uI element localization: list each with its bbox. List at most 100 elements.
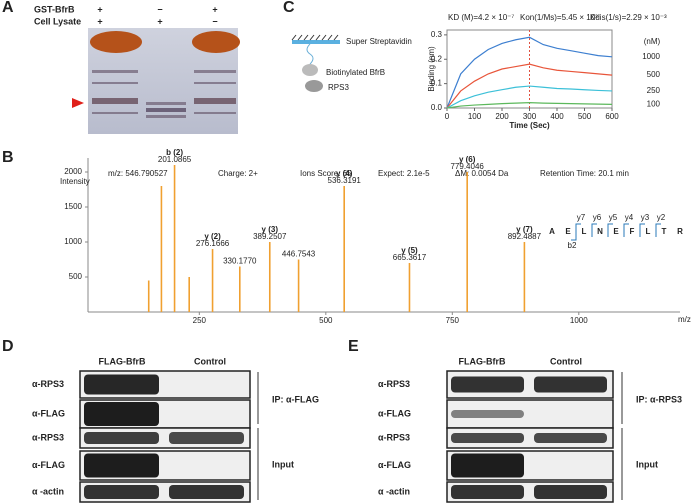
protein — [302, 64, 318, 76]
panel-letter: D — [2, 338, 14, 355]
curve — [446, 36, 613, 109]
arrowhead — [72, 98, 84, 108]
ion-label: y (7) — [516, 225, 533, 234]
fragment-bracket — [571, 227, 577, 241]
blot-band — [84, 432, 159, 444]
group-label: Input — [272, 459, 294, 469]
y-tick-label: 0.2 — [431, 54, 443, 63]
fragment-label: y5 — [609, 213, 618, 222]
blot-band — [84, 374, 159, 395]
panel-letter: A — [2, 0, 14, 16]
schematic-label: Biotinylated BfrB — [326, 68, 385, 77]
mass-label: 892.4887 — [508, 232, 542, 241]
row-label: α -actin — [32, 486, 64, 496]
annotation: KD (M)=4.2 × 10⁻⁷ — [448, 13, 514, 22]
y-tick-label: 1500 — [64, 202, 82, 211]
ion-label: b (2) — [166, 148, 183, 157]
panel-letter: C — [283, 0, 295, 16]
header-item: Charge: 2+ — [218, 169, 258, 178]
blot-band — [451, 433, 524, 443]
annotation: Kon(1/Ms)=5.45 × 10³ — [520, 13, 598, 22]
row-label: GST-BfrB — [34, 4, 75, 14]
x-tick-label: 0 — [445, 112, 450, 121]
row-label: α-FLAG — [378, 460, 411, 470]
blot-band — [451, 410, 524, 418]
annotation: Kdis(1/s)=2.29 × 10⁻³ — [590, 13, 667, 22]
x-axis-label: Time (Sec) — [509, 121, 550, 130]
x-tick-label: 250 — [193, 316, 207, 325]
curve — [446, 63, 613, 109]
fragment-label: y4 — [625, 213, 634, 222]
mass-label: 330.1770 — [223, 257, 257, 266]
schematic-label: RPS3 — [328, 83, 349, 92]
blot-band — [451, 376, 524, 393]
panel-letter: E — [348, 338, 359, 355]
residue: E — [565, 227, 571, 236]
column-header: FLAG-BfrB — [459, 356, 506, 366]
legend-label: 100 — [647, 99, 661, 108]
y-tick-label: 1000 — [64, 237, 82, 246]
panel-letter: B — [2, 149, 14, 166]
row-label: α-RPS3 — [32, 379, 64, 389]
row-label: α-FLAG — [378, 408, 411, 418]
column-header: Control — [550, 356, 582, 366]
residue: T — [662, 227, 667, 236]
fragment-label: b2 — [568, 241, 577, 250]
x-tick-label: 500 — [578, 112, 592, 121]
blot-band — [84, 402, 159, 426]
fragment-bracket — [575, 223, 581, 237]
sign: − — [157, 4, 162, 14]
ion-label: y (6) — [459, 155, 476, 164]
legend-title: (nM) — [644, 37, 661, 46]
row-label: α-FLAG — [32, 460, 65, 470]
y-tick-label: 500 — [69, 272, 83, 281]
x-axis-label: m/z — [678, 315, 691, 324]
legend-label: 500 — [647, 70, 661, 79]
x-tick-label: 100 — [468, 112, 482, 121]
blot-band — [169, 432, 244, 444]
blot-band — [84, 485, 159, 499]
residue: E — [613, 227, 619, 236]
fragment-label: y2 — [657, 213, 666, 222]
fragment-bracket — [655, 223, 661, 237]
x-tick-label: 750 — [446, 316, 460, 325]
gel-bands — [92, 70, 236, 118]
sign: + — [157, 16, 162, 26]
column-header: Control — [194, 356, 226, 366]
group-label: IP: α-FLAG — [272, 394, 319, 404]
row-label: α -actin — [378, 486, 410, 496]
ion-label: y (5) — [401, 246, 418, 255]
linker — [306, 43, 314, 65]
residue: A — [549, 227, 555, 236]
fragment-bracket — [639, 223, 645, 237]
sign: + — [212, 4, 217, 14]
blot-band — [534, 485, 607, 499]
legend-label: 250 — [647, 86, 661, 95]
y-axis-label: Binding (nm) — [427, 46, 436, 92]
legend-label: 1000 — [642, 52, 660, 61]
curve — [446, 102, 613, 109]
ion-label: y (3) — [262, 225, 279, 234]
ion-label: y (4) — [336, 169, 353, 178]
y-axis-label: Intensity — [60, 177, 90, 186]
column-header: FLAG-BfrB — [99, 356, 146, 366]
header-item: Expect: 2.1e-5 — [378, 169, 430, 178]
x-tick-label: 500 — [319, 316, 333, 325]
curve — [446, 85, 613, 109]
sign: + — [97, 16, 102, 26]
x-tick-label: 400 — [550, 112, 564, 121]
y-tick-label: 2000 — [64, 167, 82, 176]
sensor — [292, 40, 340, 44]
residue: L — [582, 227, 587, 236]
header-item: ΔM: 0.0054 Da — [455, 169, 509, 178]
gel-band — [192, 31, 240, 53]
fragment-label: y6 — [593, 213, 602, 222]
fragment-bracket — [623, 223, 629, 237]
header-item: Retention Time: 20.1 min — [540, 169, 629, 178]
ion-label: y (2) — [204, 232, 221, 241]
mass-label: 446.7543 — [282, 250, 316, 259]
mass-label: 389.2507 — [253, 232, 287, 241]
blot-band — [534, 433, 607, 443]
group-label: IP: α-RPS3 — [636, 394, 682, 404]
